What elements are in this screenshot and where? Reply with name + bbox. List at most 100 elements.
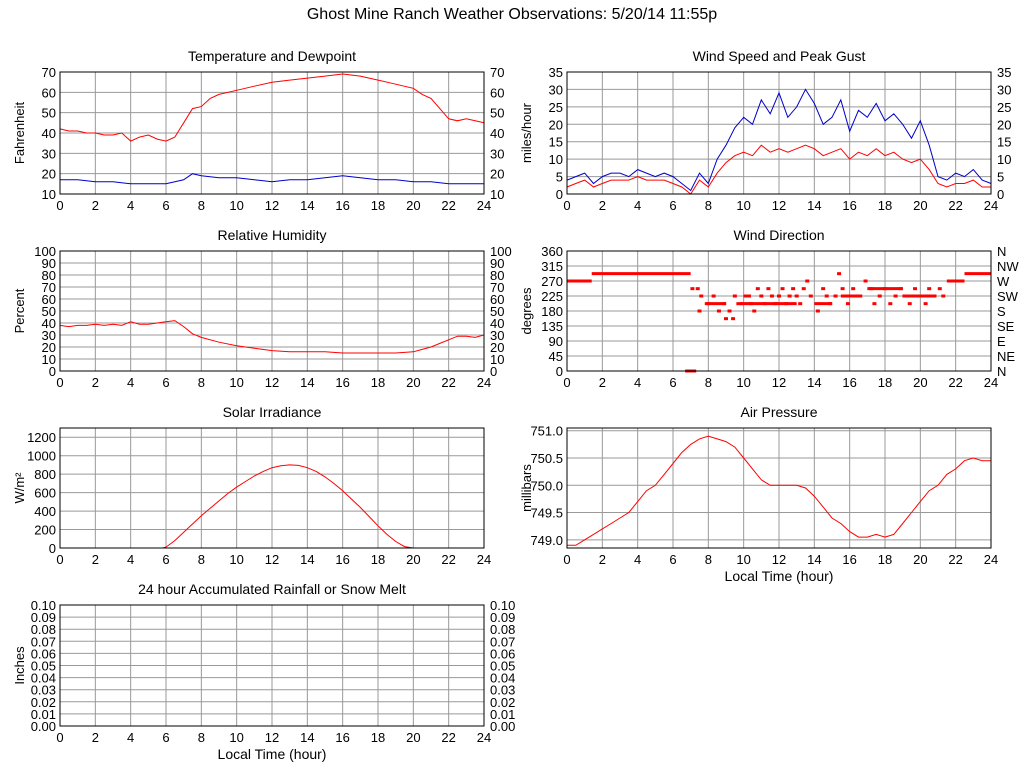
right-tick-label: 30 [997,82,1011,97]
y-tick-label: 800 [34,467,56,482]
x-tick-label: 24 [984,198,998,213]
x-tick-label: 24 [477,198,491,213]
x-tick-label: 12 [772,375,786,390]
right-tick-label: SW [997,289,1019,304]
y-tick-label: 0 [49,541,56,556]
right-tick-label: 40 [490,316,504,331]
x-tick-label: 4 [634,198,641,213]
x-tick-label: 16 [335,375,349,390]
x-tick-label: 22 [948,552,962,567]
direction-point [872,302,877,306]
x-tick-label: 22 [441,198,455,213]
y-tick-label: 100 [34,244,56,259]
y-tick-label: 10 [549,152,563,167]
x-tick-label: 4 [127,552,134,567]
right-tick-label: 40 [490,126,504,141]
right-tick-label: 0.07 [490,634,515,649]
x-tick-label: 20 [913,198,927,213]
x-tick-label: 8 [705,552,712,567]
right-tick-label: 20 [490,340,504,355]
y-tick-label: 0.05 [31,659,56,674]
right-tick-label: N [997,244,1006,259]
x-tick-label: 8 [198,375,205,390]
y-tick-label: 0.02 [31,695,56,710]
right-tick-label: SE [997,319,1015,334]
x-tick-label: 12 [265,552,279,567]
direction-point [706,302,711,306]
plot-frame [59,71,485,195]
direction-point [923,302,928,306]
x-tick-label: 18 [371,552,385,567]
x-tick-label: 0 [563,552,570,567]
x-tick-label: 8 [198,552,205,567]
x-tick-label: 24 [477,375,491,390]
x-tick-label: 2 [92,198,99,213]
direction-point [902,294,907,298]
y-tick-label: 80 [42,268,56,283]
y-tick-label: 200 [34,523,56,538]
y-tick-label: 0.09 [31,610,56,625]
direction-point [695,287,700,291]
direction-point [868,287,873,291]
right-tick-label: 0.06 [490,646,515,661]
x-tick-label: 0 [56,375,63,390]
x-tick-label: 8 [705,198,712,213]
page-title: Ghost Mine Ranch Weather Observations: 5… [306,6,718,23]
x-tick-label: 6 [669,198,676,213]
y-tick-label: 15 [549,135,563,150]
direction-point [773,302,778,306]
y-tick-label: 750.0 [530,478,563,493]
direction-point [918,294,923,298]
x-tick-label: 16 [335,552,349,567]
y-tick-label: 360 [541,244,563,259]
x-tick-label: 24 [984,552,998,567]
y-axis-label: W/m² [12,472,27,504]
series-line-1 [566,144,991,195]
series-line-0 [60,464,484,549]
x-tick-label: 18 [371,730,385,745]
direction-point [727,309,732,313]
x-tick-label: 0 [563,375,570,390]
direction-point [752,309,757,313]
direction-point [755,287,760,291]
series-line-0 [59,73,485,142]
right-tick-label: 35 [997,65,1011,80]
right-tick-label: 30 [490,328,504,343]
y-tick-label: 135 [541,319,563,334]
right-tick-label: 50 [490,304,504,319]
right-tick-label: 90 [490,256,504,271]
x-tick-label: 0 [563,198,570,213]
plot-frame [59,250,485,372]
y-axis-label: Inches [12,646,27,685]
x-tick-label: 18 [878,552,892,567]
direction-point [769,294,774,298]
y-tick-label: 35 [549,65,563,80]
direction-point [794,294,799,298]
chart-title: Relative Humidity [218,227,327,243]
direction-point [840,287,845,291]
y-axis-label: degrees [519,287,534,334]
x-tick-label: 20 [913,552,927,567]
direction-point [913,287,918,291]
y-tick-label: 750.5 [530,451,563,466]
x-tick-label: 12 [772,552,786,567]
direction-point [736,302,741,306]
x-tick-label: 0 [56,552,63,567]
series-line-0 [566,88,992,192]
right-tick-label: 20 [997,117,1011,132]
plot-frame [566,250,992,372]
x-tick-label: 20 [406,730,420,745]
direction-point [690,287,695,291]
x-tick-label: 20 [406,552,420,567]
direction-point [801,287,806,291]
right-tick-label: 0 [997,187,1004,202]
right-tick-label: 10 [997,152,1011,167]
x-tick-label: 8 [198,198,205,213]
y-tick-label: 30 [549,82,563,97]
x-tick-label: 14 [807,375,821,390]
y-axis-label: Percent [12,288,27,333]
x-tick-label: 8 [705,375,712,390]
